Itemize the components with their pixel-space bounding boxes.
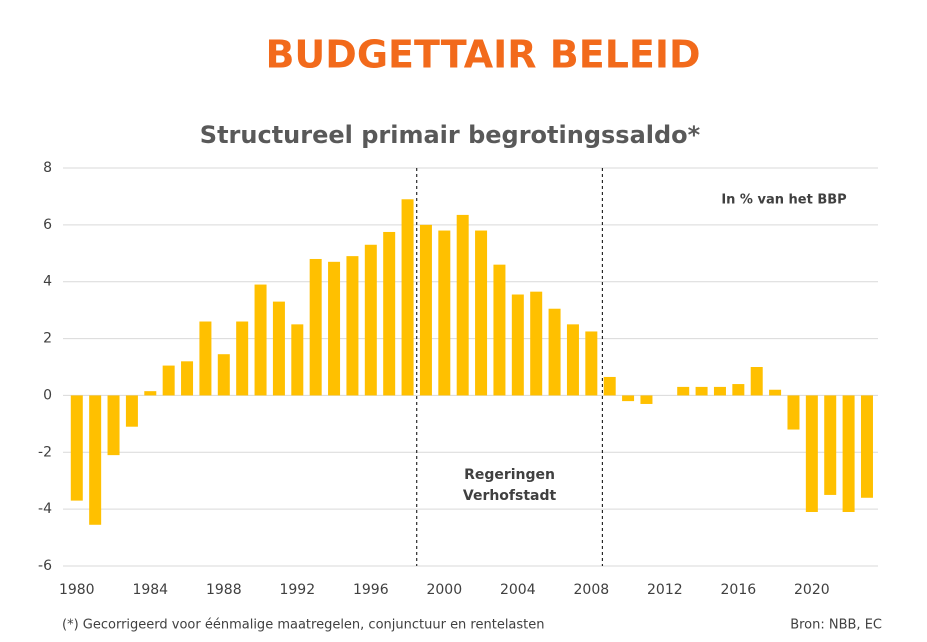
bar: [346, 256, 359, 396]
bar: [475, 230, 488, 396]
y-tick-label: 6: [43, 217, 52, 233]
x-tick-label: 2008: [574, 582, 610, 598]
bar: [566, 324, 579, 396]
x-tick-label: 2020: [794, 582, 830, 598]
bar: [199, 321, 212, 396]
bar: [162, 365, 175, 396]
bar: [695, 386, 708, 396]
bar: [236, 321, 249, 396]
bar: [769, 389, 782, 396]
bar: [603, 376, 616, 396]
bar: [860, 395, 873, 498]
bar: [732, 384, 745, 396]
bar: [272, 301, 285, 396]
x-tick-label: 2004: [500, 582, 536, 598]
y-tick-label: -2: [38, 444, 52, 460]
period-label: Regeringen: [464, 467, 555, 483]
y-tick-label: 8: [43, 160, 52, 176]
bar: [824, 395, 837, 495]
y-tick-label: -6: [38, 558, 52, 574]
bar: [383, 231, 396, 396]
bar: [842, 395, 855, 512]
bar: [309, 258, 322, 396]
bar: [493, 264, 506, 396]
bar: [125, 395, 138, 427]
bar: [548, 308, 561, 396]
unit-note: In % van het BBP: [721, 193, 846, 208]
footnote: (*) Gecorrigeerd voor éénmalige maatrege…: [62, 618, 545, 633]
x-tick-label: 1984: [132, 582, 168, 598]
bar: [144, 391, 157, 396]
bar: [640, 395, 653, 404]
y-tick-label: 0: [43, 387, 52, 403]
bar: [438, 230, 451, 396]
bar: [254, 284, 267, 396]
bar: [291, 324, 304, 396]
bar: [70, 395, 83, 501]
bar: [328, 261, 341, 396]
source: Bron: NBB, EC: [790, 618, 882, 633]
period-label: Verhofstadt: [463, 488, 557, 504]
page-title: BUDGETTAIR BELEID: [265, 33, 700, 77]
x-tick-label: 1996: [353, 582, 389, 598]
y-tick-label: -4: [38, 501, 52, 517]
bar: [89, 395, 102, 525]
x-tick-label: 2000: [426, 582, 462, 598]
bar: [787, 395, 800, 430]
bar: [419, 224, 432, 396]
bar: [585, 331, 598, 396]
bar: [750, 367, 763, 396]
x-tick-label: 1988: [206, 582, 242, 598]
bar: [107, 395, 120, 456]
y-tick-label: 2: [43, 331, 52, 347]
bar: [511, 294, 524, 396]
x-tick-label: 1980: [59, 582, 95, 598]
bar: [622, 395, 635, 402]
y-tick-label: 4: [43, 274, 52, 290]
bar: [677, 386, 690, 396]
x-tick-label: 2012: [647, 582, 683, 598]
chart-title: Structureel primair begrotingssaldo*: [200, 121, 701, 149]
bar: [401, 199, 414, 396]
bar: [456, 214, 469, 396]
x-tick-label: 1992: [279, 582, 315, 598]
x-tick-label: 2016: [721, 582, 757, 598]
bar: [364, 244, 377, 396]
bar: [530, 291, 543, 396]
bar: [713, 386, 726, 396]
bar: [181, 361, 194, 396]
bar: [217, 354, 230, 396]
bar: [805, 395, 818, 512]
